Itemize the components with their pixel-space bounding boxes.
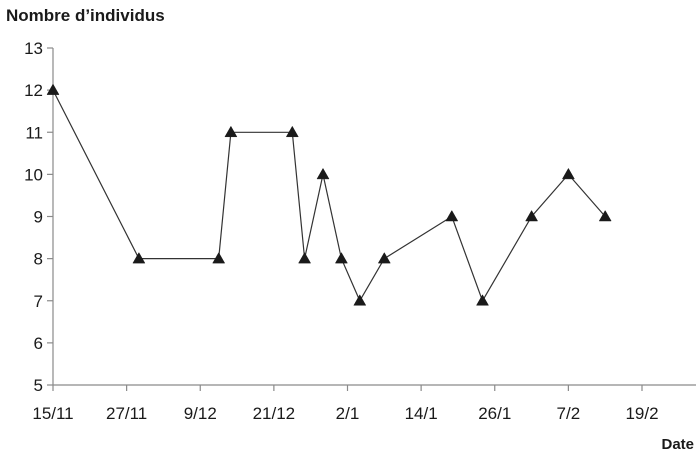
data-point-7 — [334, 252, 348, 264]
x-tick-label-4: 2/1 — [336, 404, 360, 423]
x-tick-label-2: 9/12 — [184, 404, 217, 423]
data-point-1 — [132, 252, 146, 264]
y-tick-label-11: 11 — [25, 123, 43, 142]
y-tick-label-12: 12 — [24, 81, 43, 100]
data-point-3 — [224, 125, 238, 138]
y-tick-label-8: 8 — [34, 250, 43, 269]
data-point-2 — [212, 252, 226, 264]
data-point-5 — [298, 252, 312, 264]
y-tick-label-7: 7 — [34, 292, 43, 311]
x-axis-label: Date — [661, 436, 694, 453]
y-tick-label-9: 9 — [34, 208, 43, 227]
data-point-6 — [316, 167, 330, 180]
data-point-11 — [476, 294, 489, 306]
y-tick-label-13: 13 — [24, 39, 43, 58]
x-tick-label-5: 14/1 — [405, 404, 438, 423]
x-tick-label-0: 15/11 — [32, 404, 73, 423]
y-axis-label: Nombre d’individus — [6, 6, 165, 25]
series-line-0 — [52, 89, 606, 303]
data-point-8 — [353, 294, 367, 306]
x-tick-label-1: 27/11 — [106, 404, 147, 423]
data-point-4 — [285, 125, 299, 138]
x-tick-label-7: 7/2 — [557, 404, 581, 423]
x-tick-label-6: 26/1 — [478, 404, 511, 423]
data-point-12 — [525, 209, 539, 222]
data-point-13 — [561, 167, 575, 180]
x-tick-label-3: 21/12 — [253, 404, 296, 423]
y-tick-label-6: 6 — [34, 334, 43, 353]
data-point-0 — [46, 83, 60, 95]
y-tick-label-10: 10 — [24, 165, 43, 184]
data-point-9 — [377, 252, 391, 264]
y-tick-label-5: 5 — [34, 376, 43, 395]
data-point-14 — [598, 209, 612, 222]
data-point-10 — [445, 209, 459, 222]
x-tick-label-8: 19/2 — [625, 404, 658, 423]
